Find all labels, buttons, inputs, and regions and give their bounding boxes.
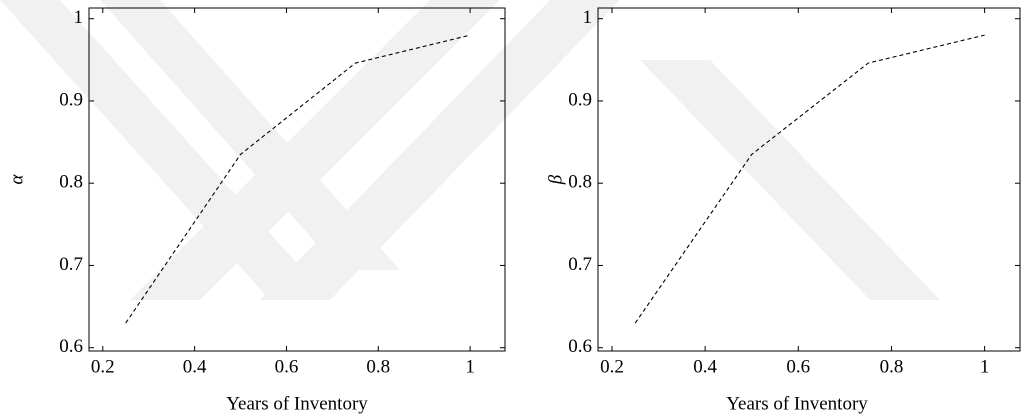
watermark [0, 0, 940, 300]
y-tick-label: 0.9 [568, 89, 592, 110]
y-tick-label: 0.6 [568, 336, 592, 357]
y-tick-label: 1 [74, 7, 84, 28]
axes-frame [88, 7, 506, 352]
data-line [125, 34, 471, 324]
x-tick-label: 0.8 [366, 356, 390, 377]
x-tick-label: 0.8 [880, 356, 904, 377]
x-tick-label: 0.2 [600, 356, 624, 377]
y-tick-label: 1 [583, 7, 593, 28]
y-tick-label: 0.9 [59, 89, 83, 110]
y-axis-label: β [545, 174, 566, 185]
axes-frame [597, 7, 1021, 352]
x-tick-label: 1 [980, 356, 990, 377]
x-tick-label: 0.6 [786, 356, 810, 377]
x-axis-label: Years of Inventory [726, 393, 868, 414]
x-tick-label: 0.4 [693, 356, 717, 377]
x-tick-label: 0.4 [183, 356, 207, 377]
x-axis-label: Years of Inventory [226, 393, 368, 414]
watermark-band [260, 0, 620, 300]
x-tick-label: 0.2 [91, 356, 115, 377]
y-tick-label: 0.8 [59, 172, 83, 193]
y-tick-label: 0.7 [568, 254, 592, 275]
watermark-band [100, 0, 400, 270]
y-axis-label: α [6, 173, 27, 184]
x-tick-label: 0.6 [275, 356, 299, 377]
y-tick-label: 0.8 [568, 172, 592, 193]
y-tick-label: 0.7 [59, 254, 83, 275]
x-tick-label: 1 [465, 356, 475, 377]
watermark-band [130, 0, 500, 300]
y-tick-label: 0.6 [59, 336, 83, 357]
watermark-band [640, 60, 940, 300]
